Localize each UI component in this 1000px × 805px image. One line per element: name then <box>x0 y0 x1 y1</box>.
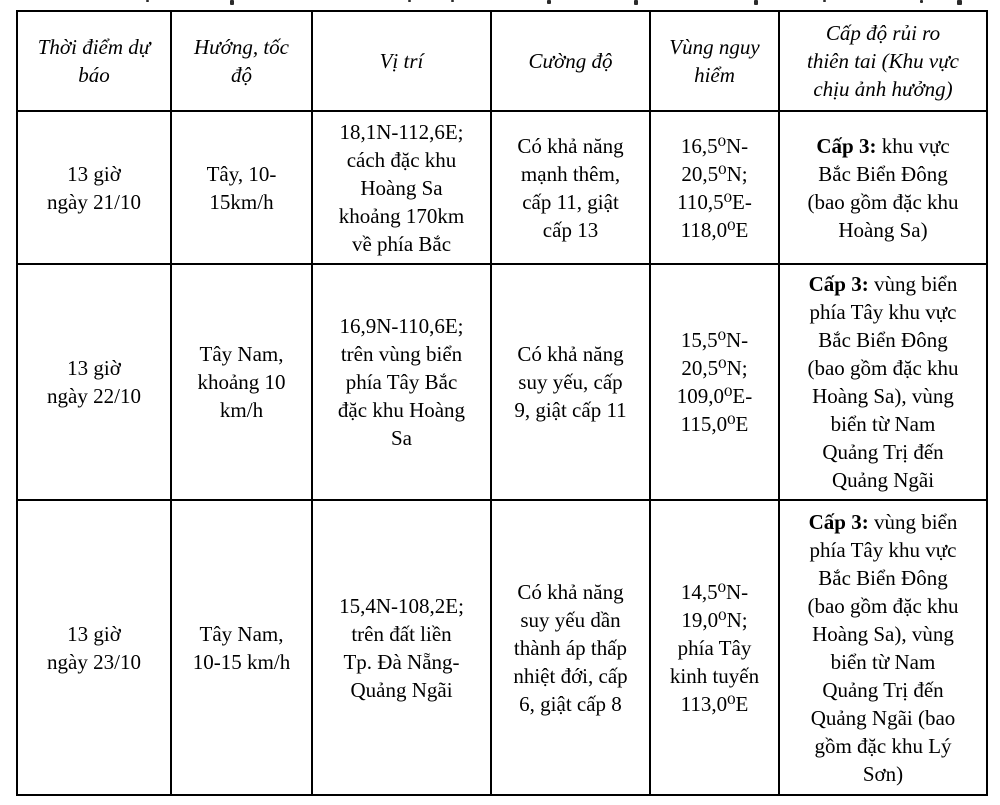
text-descender-artifact <box>451 0 454 2</box>
text-descender-artifact <box>634 0 638 5</box>
risk-level-label: Cấp 3: <box>816 133 877 158</box>
text-descender-artifact <box>957 0 962 5</box>
col-header-danger-zone: Vùng nguy hiểm <box>649 10 780 112</box>
risk-area-text: khu vực Bắc Biển Đông (bao gồm đặc khu H… <box>807 133 959 242</box>
cell-danger-zone: 14,5⁰N- 19,0⁰N; phía Tây kinh tuyến 113,… <box>649 499 780 796</box>
col-header-direction-speed: Hướng, tốc độ <box>170 10 313 112</box>
text-descender-artifact <box>547 0 551 4</box>
cell-forecast-time: 13 giờ ngày 22/10 <box>16 263 172 501</box>
table-row: 13 giờ ngày 22/10 Tây Nam, khoảng 10 km/… <box>16 263 988 501</box>
text-descender-artifact <box>920 0 923 3</box>
text-descender-artifact <box>823 0 826 2</box>
cell-position: 18,1N-112,6E; cách đặc khu Hoàng Sa khoả… <box>311 110 492 265</box>
cell-risk-level: Cấp 3: vùng biển phía Tây khu vực Bắc Bi… <box>778 263 988 501</box>
table-row: 13 giờ ngày 23/10 Tây Nam, 10-15 km/h 15… <box>16 499 988 796</box>
cell-intensity: Có khả năng suy yếu dần thành áp thấp nh… <box>490 499 651 796</box>
col-header-position: Vị trí <box>311 10 492 112</box>
cropped-caption-remnants <box>0 0 1000 7</box>
risk-area-text: vùng biển phía Tây khu vực Bắc Biển Đông… <box>807 272 959 492</box>
header-row: Thời điểm dự báo Hướng, tốc độ Vị trí Cư… <box>16 10 988 112</box>
text-descender-artifact <box>146 0 149 2</box>
text-descender-artifact <box>408 0 411 2</box>
cell-direction-speed: Tây, 10- 15km/h <box>170 110 313 265</box>
risk-level-label: Cấp 3: <box>808 509 869 534</box>
cell-forecast-time: 13 giờ ngày 21/10 <box>16 110 172 265</box>
cell-intensity: Có khả năng mạnh thêm, cấp 11, giật cấp … <box>490 110 651 265</box>
cell-position: 16,9N-110,6E; trên vùng biển phía Tây Bắ… <box>311 263 492 501</box>
table-row: 13 giờ ngày 21/10 Tây, 10- 15km/h 18,1N-… <box>16 110 988 265</box>
col-header-intensity: Cường độ <box>490 10 651 112</box>
col-header-forecast-time: Thời điểm dự báo <box>16 10 172 112</box>
col-header-risk-level: Cấp độ rủi ro thiên tai (Khu vực chịu ản… <box>778 10 988 112</box>
cell-risk-level: Cấp 3: vùng biển phía Tây khu vực Bắc Bi… <box>778 499 988 796</box>
cell-risk-level: Cấp 3: khu vực Bắc Biển Đông (bao gồm đặ… <box>778 110 988 265</box>
text-descender-artifact <box>754 0 758 5</box>
cell-forecast-time: 13 giờ ngày 23/10 <box>16 499 172 796</box>
cell-danger-zone: 16,5⁰N- 20,5⁰N; 110,5⁰E- 118,0⁰E <box>649 110 780 265</box>
cell-position: 15,4N-108,2E; trên đất liền Tp. Đà Nẵng-… <box>311 499 492 796</box>
cell-direction-speed: Tây Nam, 10-15 km/h <box>170 499 313 796</box>
cell-direction-speed: Tây Nam, khoảng 10 km/h <box>170 263 313 501</box>
cell-danger-zone: 15,5⁰N- 20,5⁰N; 109,0⁰E- 115,0⁰E <box>649 263 780 501</box>
cell-intensity: Có khả năng suy yếu, cấp 9, giật cấp 11 <box>490 263 651 501</box>
storm-forecast-table: Thời điểm dự báo Hướng, tốc độ Vị trí Cư… <box>16 10 988 796</box>
risk-level-label: Cấp 3: <box>808 272 869 296</box>
risk-area-text: vùng biển phía Tây khu vực Bắc Biển Đông… <box>807 509 959 786</box>
text-descender-artifact <box>230 0 234 5</box>
